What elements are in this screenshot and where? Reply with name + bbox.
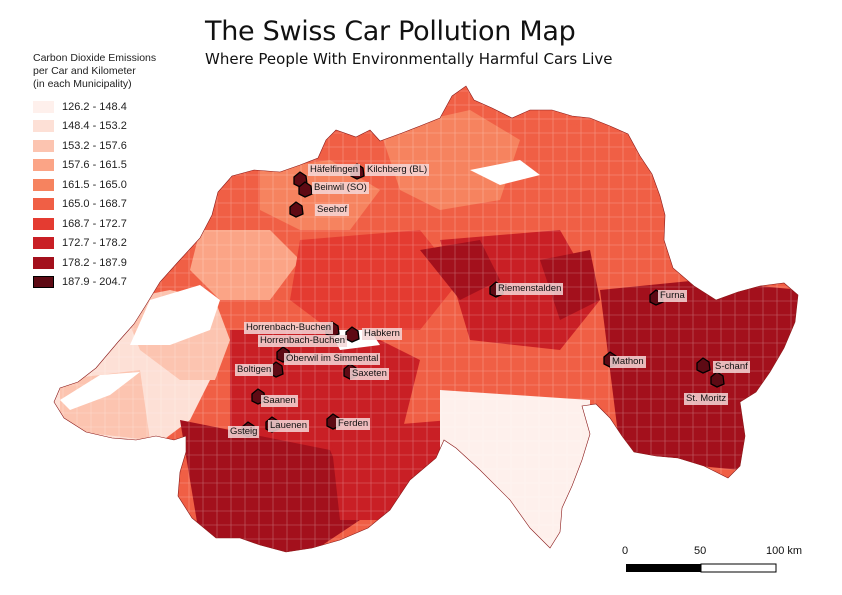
place-label: Horrenbach-Buchen (258, 335, 348, 347)
place-label: Mathon (610, 356, 646, 368)
legend-label: 161.5 - 165.0 (62, 178, 127, 191)
legend-item: 148.4 - 153.2 (33, 117, 203, 137)
country-outline (53, 85, 799, 553)
legend-swatch (33, 237, 54, 250)
legend-item: 178.2 - 187.9 (33, 253, 203, 273)
legend-swatch (33, 159, 54, 172)
place-label: Riemenstalden (496, 283, 564, 295)
scale-bar (626, 563, 777, 573)
legend-label: 157.6 - 161.5 (62, 159, 127, 172)
highlighted-municipality (289, 201, 304, 218)
legend-label: 187.9 - 204.7 (62, 276, 127, 289)
scale-bar-segment (700, 563, 777, 573)
legend-item: 168.7 - 172.7 (33, 214, 203, 234)
highlighted-municipality (298, 181, 313, 198)
place-label: Saxeten (350, 368, 389, 380)
legend-swatch (33, 100, 54, 113)
place-label: Kilchberg (BL) (365, 164, 430, 176)
legend-label: 126.2 - 148.4 (62, 100, 127, 113)
place-label: Saanen (261, 395, 298, 407)
legend-swatch (33, 198, 54, 211)
legend-label: 165.0 - 168.7 (62, 198, 127, 211)
place-label: Oberwil im Simmental (284, 353, 381, 365)
legend-title: Carbon Dioxide Emissions per Car and Kil… (33, 52, 203, 91)
legend-label: 168.7 - 172.7 (62, 217, 127, 230)
legend-item: 172.7 - 178.2 (33, 234, 203, 254)
lake-geneva (60, 372, 140, 410)
legend-items: 126.2 - 148.4 148.4 - 153.2 153.2 - 157.6 1… (33, 97, 203, 292)
legend-item: 187.9 - 204.7 (33, 273, 203, 293)
legend-title-line: (in each Municipality) (33, 78, 132, 90)
highlighted-municipality (696, 357, 711, 374)
legend-label: 153.2 - 157.6 (62, 139, 127, 152)
lake-neuchatel (130, 285, 220, 345)
legend-label: 148.4 - 153.2 (62, 120, 127, 133)
place-label: Lauenen (268, 420, 309, 432)
scale-bar-label: 100 km (766, 545, 803, 557)
legend-item: 157.6 - 161.5 (33, 156, 203, 176)
legend-swatch (33, 217, 54, 230)
place-label: S-chanf (713, 361, 750, 373)
legend-label: 178.2 - 187.9 (62, 256, 127, 269)
place-label: Beinwil (SO) (312, 182, 369, 194)
legend: Carbon Dioxide Emissions per Car and Kil… (33, 52, 203, 292)
map-title: The Swiss Car Pollution Map (205, 16, 576, 47)
scale-bar-label: 0 (622, 545, 629, 557)
place-label: Gsteig (228, 426, 260, 438)
legend-title-line: Carbon Dioxide Emissions (33, 52, 157, 64)
lake-zurich (470, 160, 540, 185)
place-label: Habkern (362, 328, 402, 340)
place-label: Häfelfingen (308, 164, 361, 176)
place-label: Horrenbach-Buchen (244, 322, 334, 334)
legend-swatch (33, 276, 54, 289)
map-subtitle: Where People With Environmentally Harmfu… (205, 50, 613, 68)
scale-bar-label: 50 (694, 545, 707, 557)
place-label: Furna (658, 290, 687, 302)
legend-item: 165.0 - 168.7 (33, 195, 203, 215)
legend-swatch (33, 256, 54, 269)
place-label: Ferden (336, 418, 371, 430)
place-label: Boltigen (235, 364, 274, 376)
legend-title-line: per Car and Kilometer (33, 65, 136, 77)
legend-swatch (33, 178, 54, 191)
place-label: Seehof (315, 204, 350, 216)
place-label: St. Moritz (684, 393, 729, 405)
legend-item: 153.2 - 157.6 (33, 136, 203, 156)
legend-swatch (33, 139, 54, 152)
legend-label: 172.7 - 178.2 (62, 237, 127, 250)
legend-item: 161.5 - 165.0 (33, 175, 203, 195)
legend-item: 126.2 - 148.4 (33, 97, 203, 117)
legend-swatch (33, 120, 54, 133)
scale-bar-segment (626, 564, 701, 572)
